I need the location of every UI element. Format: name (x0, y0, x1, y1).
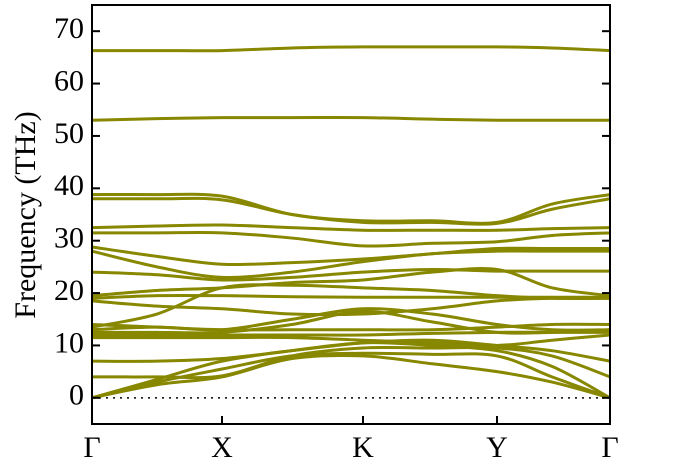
x-tick-label: K (352, 431, 374, 464)
band-line (91, 45, 611, 53)
band-line (91, 283, 611, 329)
band-line (91, 341, 611, 400)
band-line (91, 322, 611, 332)
band-line (91, 223, 611, 232)
y-tick-label: 40 (54, 169, 84, 202)
band-line (91, 330, 610, 337)
band-line (91, 353, 611, 400)
band-line (91, 351, 611, 400)
band-line (91, 267, 611, 298)
x-tick-label: Γ (601, 431, 618, 464)
y-tick-label: 50 (54, 117, 84, 150)
band-line (91, 249, 610, 279)
band-line (91, 267, 610, 282)
y-tick-label: 20 (54, 274, 84, 307)
band-line (91, 196, 611, 226)
y-axis-label: Frequency (THz) (9, 111, 42, 318)
x-tick-label: Y (486, 431, 508, 464)
band-line (91, 115, 610, 122)
band-line (92, 230, 611, 248)
y-tick-label: 30 (54, 222, 84, 255)
y-tick-label: 70 (54, 12, 84, 45)
y-tick-label: 10 (54, 326, 84, 359)
y-tick-label: 60 (54, 64, 84, 97)
x-tick-label: Γ (83, 431, 100, 464)
x-tick-label: X (211, 431, 233, 464)
plot-frame (91, 4, 611, 425)
band-line (92, 333, 611, 347)
y-tick-label: 0 (69, 379, 84, 412)
band-line (91, 192, 611, 225)
band-line (91, 245, 610, 267)
